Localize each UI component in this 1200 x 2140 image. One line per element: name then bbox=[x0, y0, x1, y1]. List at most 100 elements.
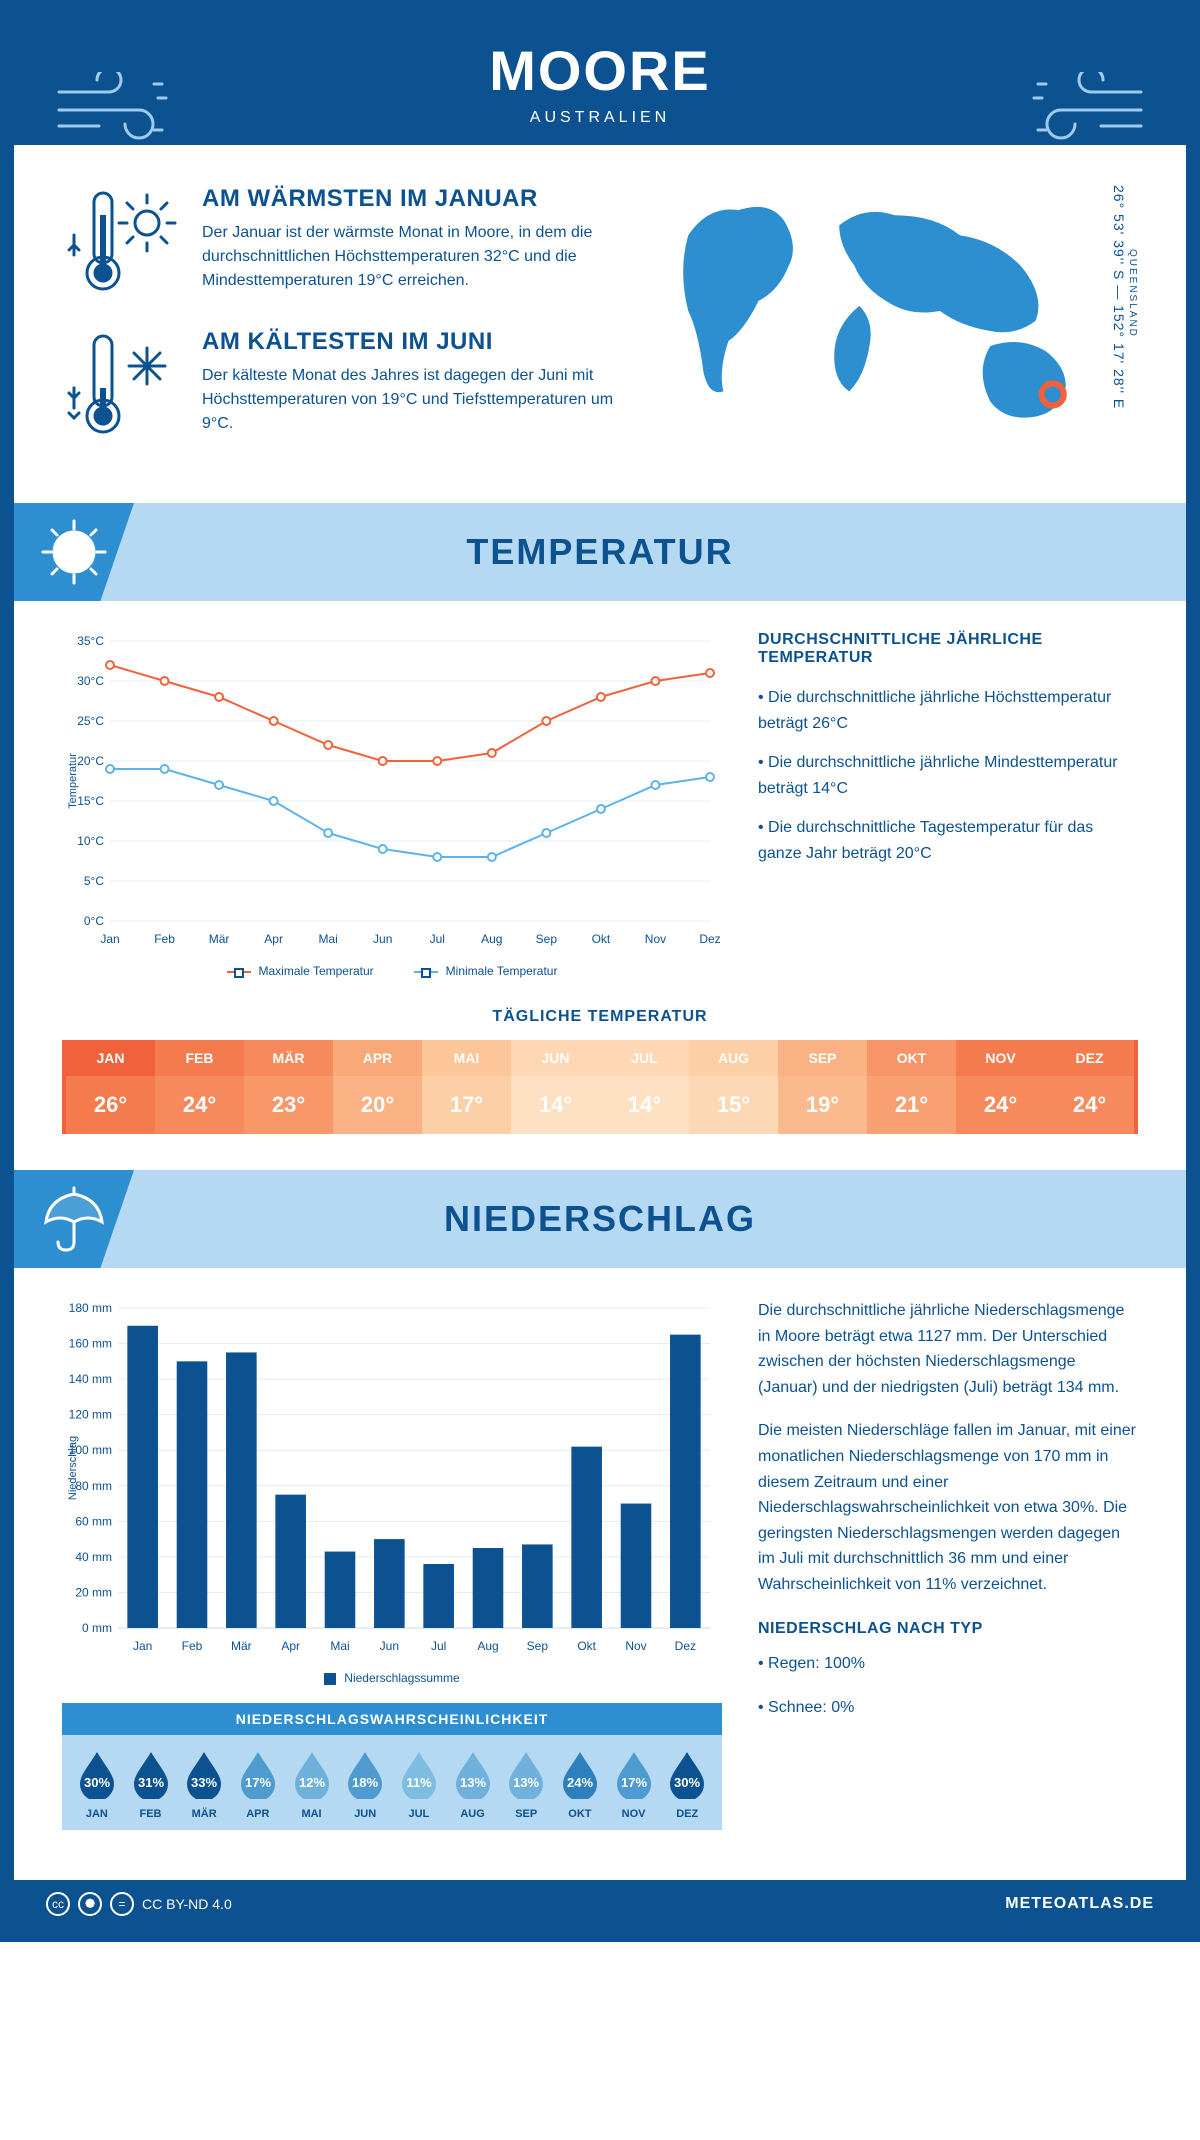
svg-text:30°C: 30°C bbox=[77, 674, 104, 688]
svg-text:Dez: Dez bbox=[675, 1639, 696, 1653]
daily-temp-cell: SEP 19° bbox=[778, 1040, 867, 1134]
coordinates: QUEENSLAND 26° 53' 39'' S — 152° 17' 28'… bbox=[1111, 185, 1138, 409]
daily-temp-cell: NOV 24° bbox=[956, 1040, 1045, 1134]
cc-icon: cc bbox=[46, 1892, 70, 1916]
svg-text:5°C: 5°C bbox=[84, 874, 104, 888]
svg-text:Jan: Jan bbox=[133, 1639, 152, 1653]
svg-text:Mai: Mai bbox=[330, 1639, 349, 1653]
temp-bullet: • Die durchschnittliche jährliche Mindes… bbox=[758, 750, 1138, 801]
svg-text:Aug: Aug bbox=[481, 932, 502, 946]
svg-text:Dez: Dez bbox=[699, 932, 720, 946]
svg-text:Mär: Mär bbox=[231, 1639, 252, 1653]
probability-drop: 12% MAI bbox=[287, 1749, 337, 1820]
daily-temp-title: TÄGLICHE TEMPERATUR bbox=[14, 1008, 1186, 1026]
daily-temp-cell: MÄR 23° bbox=[244, 1040, 333, 1134]
svg-text:15°C: 15°C bbox=[77, 794, 104, 808]
svg-text:Temperatur: Temperatur bbox=[67, 753, 79, 809]
warmest-text: Der Januar ist der wärmste Monat in Moor… bbox=[202, 221, 634, 293]
daily-temp-cell: JUN 14° bbox=[511, 1040, 600, 1134]
precipitation-para: Die meisten Niederschläge fallen im Janu… bbox=[758, 1418, 1138, 1597]
temperature-banner: TEMPERATUR bbox=[14, 503, 1186, 601]
svg-text:Niederschlag: Niederschlag bbox=[67, 1436, 79, 1500]
probability-drop: 11% JUL bbox=[394, 1749, 444, 1820]
svg-text:30%: 30% bbox=[674, 1775, 700, 1790]
warmest-section: AM WÄRMSTEN IM JANUAR Der Januar ist der… bbox=[62, 185, 634, 300]
sun-icon bbox=[14, 503, 134, 601]
precipitation-type-line: • Schnee: 0% bbox=[758, 1695, 1138, 1721]
daily-temp-cell: JUL 14° bbox=[600, 1040, 689, 1134]
coldest-section: AM KÄLTESTEN IM JUNI Der kälteste Monat … bbox=[62, 328, 634, 443]
daily-temp-cell: JAN 26° bbox=[66, 1040, 155, 1134]
svg-text:Apr: Apr bbox=[281, 1639, 300, 1653]
daily-temp-cell: FEB 24° bbox=[155, 1040, 244, 1134]
svg-text:20°C: 20°C bbox=[77, 754, 104, 768]
svg-text:Jun: Jun bbox=[373, 932, 392, 946]
svg-text:12%: 12% bbox=[299, 1775, 325, 1790]
probability-drop: 30% JAN bbox=[72, 1749, 122, 1820]
probability-drop: 17% APR bbox=[233, 1749, 283, 1820]
probability-drop: 30% DEZ bbox=[662, 1749, 712, 1820]
svg-text:Feb: Feb bbox=[182, 1639, 203, 1653]
precipitation-type-title: NIEDERSCHLAG NACH TYP bbox=[758, 1616, 1138, 1642]
daily-temp-cell: DEZ 24° bbox=[1045, 1040, 1134, 1134]
probability-drop: 13% SEP bbox=[501, 1749, 551, 1820]
svg-text:Jun: Jun bbox=[380, 1639, 399, 1653]
svg-text:Sep: Sep bbox=[527, 1639, 549, 1653]
svg-text:Jan: Jan bbox=[100, 932, 119, 946]
wind-icon bbox=[54, 72, 184, 147]
svg-text:40 mm: 40 mm bbox=[75, 1550, 112, 1564]
svg-text:160 mm: 160 mm bbox=[69, 1337, 112, 1351]
warmest-title: AM WÄRMSTEN IM JANUAR bbox=[202, 185, 634, 213]
svg-text:31%: 31% bbox=[137, 1775, 163, 1790]
nd-icon: = bbox=[110, 1892, 134, 1916]
probability-title: NIEDERSCHLAGSWAHRSCHEINLICHKEIT bbox=[62, 1703, 722, 1735]
svg-text:20 mm: 20 mm bbox=[75, 1585, 112, 1599]
probability-drop: 17% NOV bbox=[609, 1749, 659, 1820]
precipitation-para: Die durchschnittliche jährliche Niedersc… bbox=[758, 1298, 1138, 1400]
svg-text:Okt: Okt bbox=[592, 932, 611, 946]
precipitation-bar-chart: 0 mm20 mm40 mm60 mm80 mm100 mm120 mm140 … bbox=[62, 1298, 722, 1663]
svg-text:80 mm: 80 mm bbox=[75, 1479, 112, 1493]
svg-text:Nov: Nov bbox=[625, 1639, 646, 1653]
svg-text:13%: 13% bbox=[460, 1775, 486, 1790]
probability-drop: 33% MÄR bbox=[179, 1749, 229, 1820]
svg-text:Mai: Mai bbox=[319, 932, 338, 946]
svg-text:0°C: 0°C bbox=[84, 914, 104, 928]
svg-text:18%: 18% bbox=[352, 1775, 378, 1790]
svg-text:24%: 24% bbox=[567, 1775, 593, 1790]
svg-text:Jul: Jul bbox=[431, 1639, 446, 1653]
umbrella-icon bbox=[14, 1170, 134, 1268]
svg-text:140 mm: 140 mm bbox=[69, 1372, 112, 1386]
by-icon: ⯄ bbox=[78, 1892, 102, 1916]
precipitation-banner: NIEDERSCHLAG bbox=[14, 1170, 1186, 1268]
page-subtitle: AUSTRALIEN bbox=[14, 109, 1186, 127]
svg-text:35°C: 35°C bbox=[77, 634, 104, 648]
daily-temp-cell: MAI 17° bbox=[422, 1040, 511, 1134]
world-map-icon bbox=[658, 185, 1101, 442]
page-title: MOORE bbox=[14, 38, 1186, 103]
daily-temp-cell: APR 20° bbox=[333, 1040, 422, 1134]
thermometer-cold-icon bbox=[62, 328, 182, 443]
svg-text:11%: 11% bbox=[406, 1775, 432, 1790]
svg-text:Jul: Jul bbox=[430, 932, 445, 946]
svg-text:Aug: Aug bbox=[477, 1639, 498, 1653]
daily-temp-cell: AUG 15° bbox=[689, 1040, 778, 1134]
svg-text:Mär: Mär bbox=[209, 932, 230, 946]
svg-text:33%: 33% bbox=[191, 1775, 217, 1790]
temp-side-title: DURCHSCHNITTLICHE JÄHRLICHE TEMPERATUR bbox=[758, 631, 1138, 667]
svg-text:Feb: Feb bbox=[154, 932, 175, 946]
svg-text:Apr: Apr bbox=[264, 932, 283, 946]
svg-text:10°C: 10°C bbox=[77, 834, 104, 848]
probability-drop: 13% AUG bbox=[448, 1749, 498, 1820]
footer: cc ⯄ = CC BY-ND 4.0 METEOATLAS.DE bbox=[14, 1880, 1186, 1928]
svg-text:120 mm: 120 mm bbox=[69, 1408, 112, 1422]
probability-drop: 18% JUN bbox=[340, 1749, 390, 1820]
svg-text:60 mm: 60 mm bbox=[75, 1514, 112, 1528]
site-label: METEOATLAS.DE bbox=[1005, 1895, 1154, 1913]
svg-text:0 mm: 0 mm bbox=[82, 1621, 112, 1635]
probability-drop: 31% FEB bbox=[126, 1749, 176, 1820]
coldest-title: AM KÄLTESTEN IM JUNI bbox=[202, 328, 634, 356]
daily-temp-table: JAN 26° FEB 24° MÄR 23° APR 20° MAI 17° … bbox=[62, 1040, 1138, 1134]
svg-text:13%: 13% bbox=[513, 1775, 539, 1790]
svg-text:Okt: Okt bbox=[577, 1639, 596, 1653]
